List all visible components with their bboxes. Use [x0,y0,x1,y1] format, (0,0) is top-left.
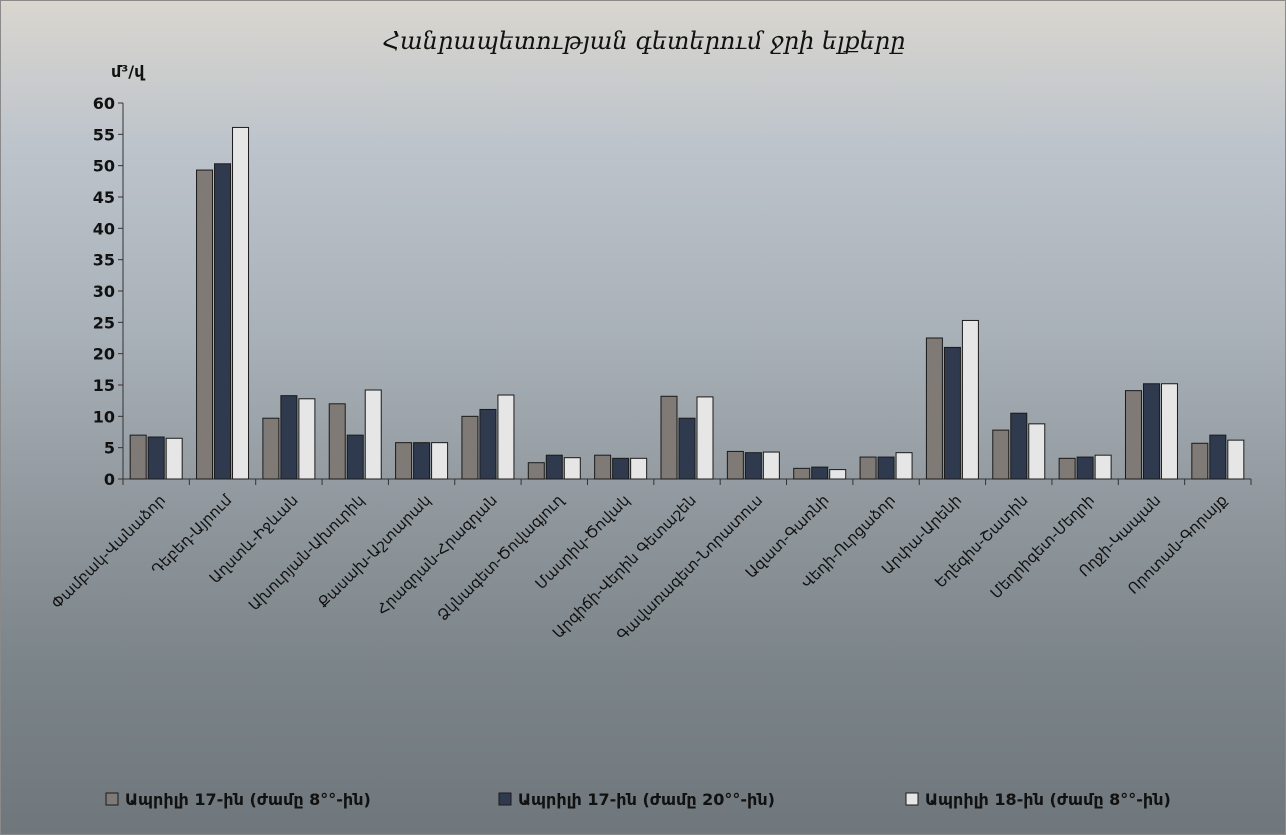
bar [594,454,612,480]
bar [895,452,913,480]
y-tick-label: 55 [93,125,115,144]
bar [1191,442,1209,480]
bars [129,126,1245,480]
bar [943,346,961,480]
y-tick-label: 45 [93,188,115,207]
bar [877,456,895,480]
y-tick-label: 25 [93,313,115,332]
bar [859,456,877,480]
bar [563,457,581,480]
legend-label: Ապրիլի 17-ին (ժամը 8°°-ին) [125,790,371,809]
bar [364,389,382,480]
category-label: Ձկնագետ-Ծովագյուղ [434,491,568,625]
bar [214,163,232,480]
legend-label: Ապրիլի 18-ին (ժամը 8°°-ին) [925,790,1171,809]
bar [1076,456,1094,480]
legend-swatch [498,792,512,806]
legend-swatch [105,792,119,806]
category-labels: Փամբակ-ՎանաձորԴեբեդ-ԱյրումԱղստև-ԻջևանԱխո… [48,491,1231,644]
bar [196,169,214,480]
bar [696,396,714,480]
y-tick-label: 60 [93,94,115,113]
y-axis-unit: մ³/վ [111,62,146,81]
y-tick-label: 30 [93,282,115,301]
bar [762,451,780,480]
y-tick-labels: 0 5 10 15 20 25 30 35 40 45 50 55 60 [93,94,115,489]
category-label: Փամբակ-Վանաձոր [48,491,169,612]
bar [280,395,298,480]
bar [1209,434,1227,480]
y-tick-label: 40 [93,219,115,238]
bar [1160,383,1178,480]
bar [793,467,811,480]
bar [431,442,449,480]
bar [612,457,630,480]
bar [1058,457,1076,480]
bar [678,417,696,480]
bar [262,417,280,480]
bar [1028,423,1046,480]
bar [961,319,979,480]
legend-swatch [905,792,919,806]
bar [829,469,847,480]
bar [395,442,413,480]
bar [1094,454,1112,480]
category-label: Քասախ-Աշտարակ [314,491,434,611]
bar [545,454,563,480]
bar [147,436,165,480]
bar [346,434,364,480]
bar [811,466,829,480]
y-tick-label: 0 [104,470,115,489]
legend: Ապրիլի 17-ին (ժամը 8°°-ին) Ապրիլի 17-ին (… [105,790,1171,809]
bar [992,429,1010,480]
legend-label: Ապրիլի 17-ին (ժամը 20°°-ին) [518,790,775,809]
bar [1142,383,1160,480]
bar [1227,439,1245,480]
y-tick-label: 35 [93,251,115,270]
bar [328,403,346,480]
bar [744,452,762,480]
bar [527,462,545,480]
bar [461,415,479,480]
bar [129,434,147,480]
bar [232,126,250,480]
bar [497,394,515,480]
y-tick-label: 10 [93,407,115,426]
y-tick-label: 20 [93,345,115,364]
y-tick-label: 5 [104,439,115,458]
y-tick-label: 15 [93,376,115,395]
bar [1010,412,1028,480]
bar [1124,390,1142,480]
category-label: Հրազդան-Հրազդան [373,491,501,619]
chart-title: Հանրապետության գետերում ջրի ելքերը [383,27,906,55]
bar [298,398,316,480]
bar [413,442,431,480]
y-tick-label: 50 [93,157,115,176]
bar [660,395,678,480]
bar [726,450,744,480]
category-label: Ախուրյան-Ախուրիկ [245,491,368,614]
bar [630,457,648,480]
bar [165,437,183,480]
bar [925,337,943,480]
bar [479,408,497,480]
